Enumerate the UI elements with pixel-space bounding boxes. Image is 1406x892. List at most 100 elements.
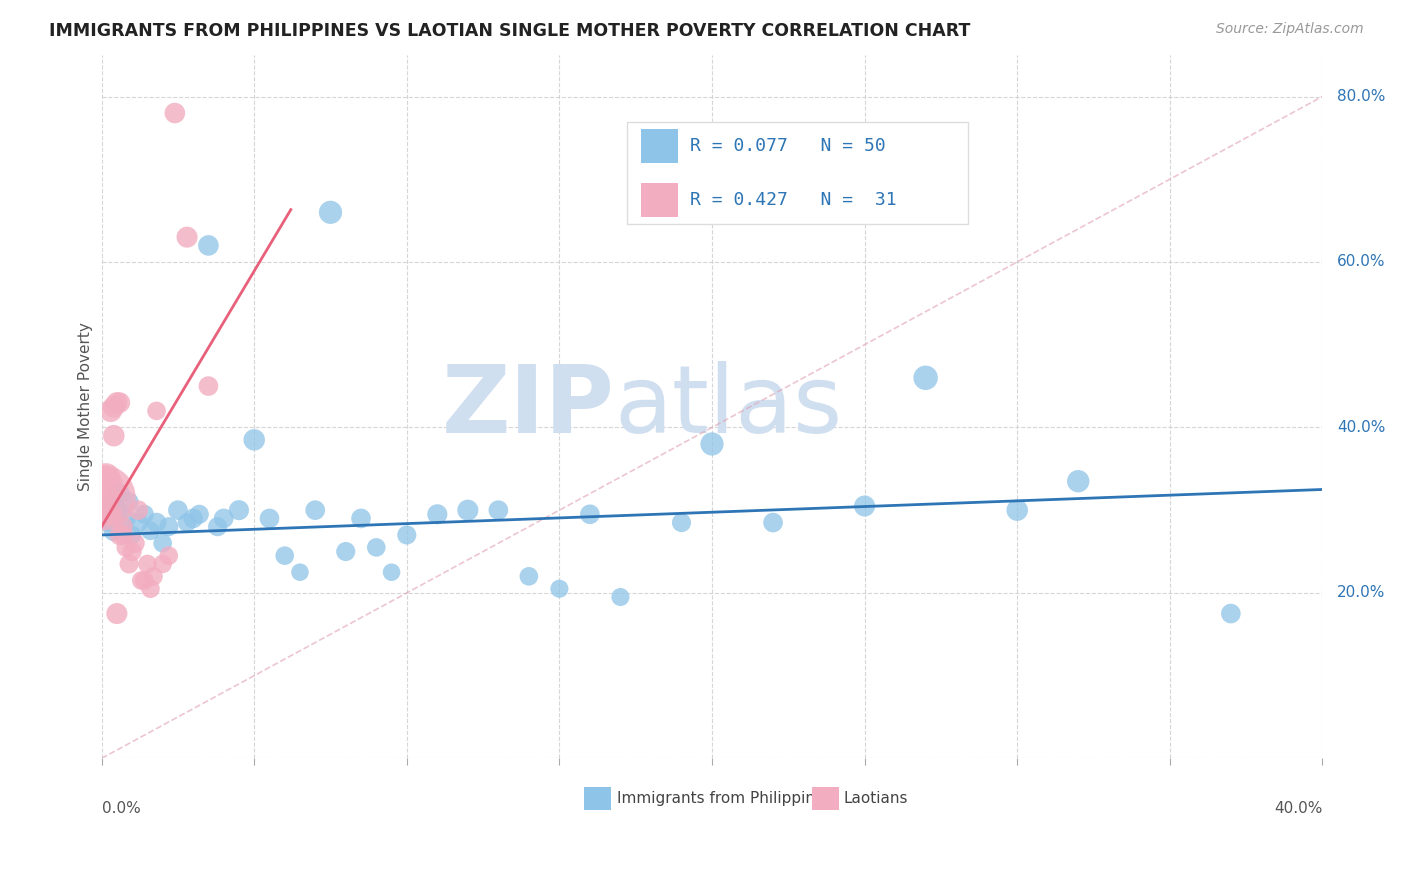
Point [197, 238, 219, 252]
Point [121, 544, 143, 558]
Text: 60.0%: 60.0% [1337, 254, 1385, 269]
Point [671, 516, 693, 530]
Bar [641, 129, 678, 162]
Point [136, 557, 159, 571]
Point [139, 582, 162, 596]
Point [93, 478, 115, 492]
Point [243, 433, 266, 447]
Point [319, 205, 342, 219]
Point [127, 503, 149, 517]
Point [93, 508, 115, 522]
Point [100, 404, 122, 418]
Point [105, 607, 128, 621]
Point [111, 519, 134, 533]
Text: R = 0.077   N = 50: R = 0.077 N = 50 [690, 136, 886, 155]
Point [304, 503, 326, 517]
Point [228, 503, 250, 517]
Point [1067, 474, 1090, 488]
Text: R = 0.427   N =  31: R = 0.427 N = 31 [690, 191, 897, 209]
Point [176, 230, 198, 244]
Point [108, 486, 131, 500]
Point [100, 508, 122, 522]
Point [91, 491, 114, 505]
Point [274, 549, 297, 563]
Point [134, 508, 156, 522]
Point [97, 491, 120, 505]
Point [1219, 607, 1241, 621]
Point [380, 565, 402, 579]
Bar [641, 183, 678, 217]
Point [1005, 503, 1028, 517]
Point [139, 524, 162, 538]
Point [96, 470, 118, 484]
Point [335, 544, 357, 558]
Text: Laotians: Laotians [844, 791, 908, 806]
Point [152, 557, 174, 571]
Point [111, 519, 134, 533]
Point [517, 569, 540, 583]
Text: 20.0%: 20.0% [1337, 585, 1385, 600]
Point [395, 528, 418, 542]
Point [157, 519, 180, 533]
Point [163, 106, 186, 120]
Point [157, 549, 180, 563]
Point [103, 428, 125, 442]
Point [259, 511, 281, 525]
Point [212, 511, 235, 525]
Point [914, 371, 936, 385]
Text: 80.0%: 80.0% [1337, 89, 1385, 104]
Text: IMMIGRANTS FROM PHILIPPINES VS LAOTIAN SINGLE MOTHER POVERTY CORRELATION CHART: IMMIGRANTS FROM PHILIPPINES VS LAOTIAN S… [49, 22, 970, 40]
Point [115, 541, 138, 555]
Point [457, 503, 479, 517]
Text: atlas: atlas [614, 360, 842, 453]
FancyBboxPatch shape [627, 122, 969, 224]
Text: 40.0%: 40.0% [1274, 800, 1323, 815]
Point [111, 528, 134, 542]
Point [853, 499, 876, 513]
Point [134, 574, 156, 588]
Point [350, 511, 373, 525]
Point [288, 565, 311, 579]
Point [197, 379, 219, 393]
Point [115, 511, 138, 525]
Point [486, 503, 509, 517]
Point [105, 395, 128, 409]
Point [103, 400, 125, 414]
Point [609, 590, 631, 604]
Point [118, 495, 141, 509]
Point [118, 557, 141, 571]
Y-axis label: Single Mother Poverty: Single Mother Poverty [79, 322, 93, 491]
Point [124, 536, 146, 550]
Point [152, 536, 174, 550]
Point [100, 499, 122, 513]
Point [105, 503, 128, 517]
Text: ZIP: ZIP [441, 360, 614, 453]
Point [108, 395, 131, 409]
Point [181, 511, 204, 525]
Point [98, 508, 121, 522]
Point [176, 516, 198, 530]
Text: Source: ZipAtlas.com: Source: ZipAtlas.com [1216, 22, 1364, 37]
Point [167, 503, 190, 517]
Point [142, 569, 165, 583]
Text: 40.0%: 40.0% [1337, 420, 1385, 435]
Point [579, 508, 602, 522]
Point [426, 508, 449, 522]
Point [145, 516, 167, 530]
Point [108, 528, 131, 542]
Point [121, 528, 143, 542]
Point [188, 508, 211, 522]
Text: Immigrants from Philippines: Immigrants from Philippines [617, 791, 832, 806]
Point [127, 516, 149, 530]
Bar [813, 787, 839, 810]
Point [97, 516, 120, 530]
Point [366, 541, 388, 555]
Bar [583, 787, 610, 810]
Point [145, 404, 167, 418]
Point [762, 516, 785, 530]
Point [700, 437, 723, 451]
Point [129, 574, 152, 588]
Point [548, 582, 571, 596]
Text: 0.0%: 0.0% [101, 800, 141, 815]
Point [103, 524, 125, 538]
